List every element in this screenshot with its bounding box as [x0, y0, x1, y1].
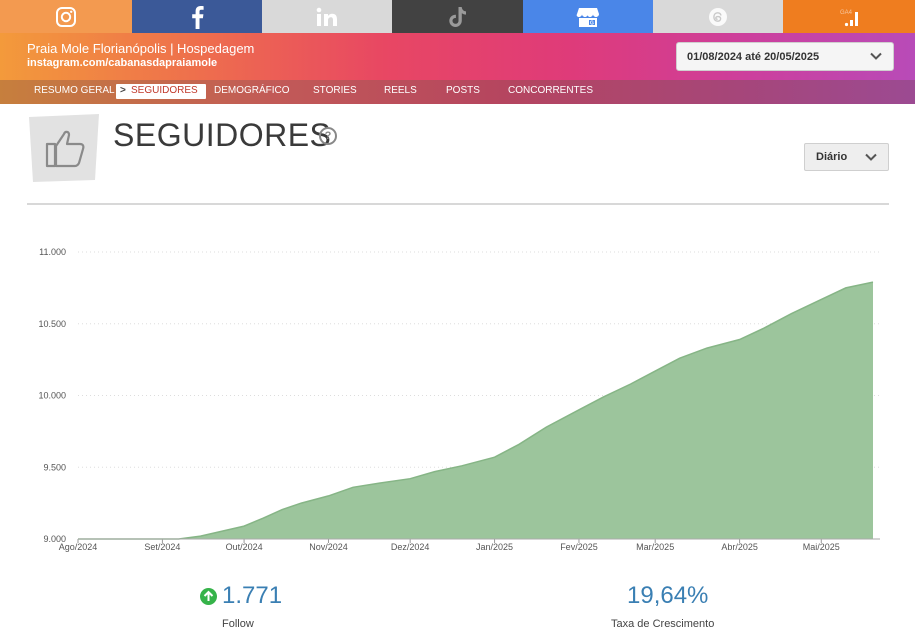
- date-range-select[interactable]: 01/08/2024 até 20/05/2025: [676, 42, 894, 71]
- nav-item-posts[interactable]: POSTS: [446, 85, 480, 96]
- thumbs-up-icon: [29, 114, 99, 182]
- tab-google-my-business[interactable]: G: [523, 0, 653, 33]
- followers-area-chart: 11.000 10.500 10.000 9.500 9.000 Ago/2024 Set…: [38, 247, 880, 552]
- tab-linkedin[interactable]: [262, 0, 392, 33]
- profile-name: Praia Mole Florianópolis | Hospedagem: [27, 41, 255, 56]
- y-tick-label: 9.500: [43, 462, 66, 472]
- y-tick-label: 10.500: [38, 319, 66, 329]
- growth-rate-value: 19,64%: [627, 582, 709, 609]
- period-value: Diário: [816, 151, 848, 163]
- page-title: SEGUIDORES: [113, 117, 332, 153]
- help-icon[interactable]: ?: [319, 127, 337, 145]
- y-tick-label: 9.000: [43, 534, 66, 544]
- y-tick-label: 11.000: [39, 247, 66, 257]
- x-tick-label: Set/2024: [144, 542, 180, 552]
- tab-google-analytics[interactable]: GA4: [783, 0, 915, 33]
- arrow-right-icon: >: [120, 85, 126, 96]
- x-tick-label: Abr/2025: [721, 542, 758, 552]
- x-tick-label: Ago/2024: [59, 542, 98, 552]
- nav-item-reels[interactable]: REELS: [384, 85, 417, 96]
- tab-tiktok[interactable]: [392, 0, 523, 33]
- nav-item-seguidores-label: SEGUIDORES: [131, 85, 198, 96]
- linkedin-icon: [316, 7, 337, 26]
- chevron-down-icon: [865, 153, 877, 161]
- profile-header: Praia Mole Florianópolis | Hospedagem in…: [0, 33, 915, 80]
- follow-count-label: Follow: [222, 618, 254, 630]
- svg-text:GA4: GA4: [840, 10, 853, 16]
- analytics-icon: GA4: [840, 10, 858, 26]
- nav-item-seguidores[interactable]: > SEGUIDORES: [116, 84, 206, 99]
- x-axis: Ago/2024 Set/2024 Out/2024 Nov/2024 Dez/2024…: [59, 538, 880, 552]
- section-nav: RESUMO GERAL > SEGUIDORES DEMOGRÁFICO STO…: [0, 80, 915, 104]
- facebook-icon: [192, 5, 204, 29]
- date-range-value: 01/08/2024 até 20/05/2025: [687, 51, 820, 63]
- y-tick-label: 10.000: [38, 391, 66, 401]
- profile-url[interactable]: instagram.com/cabanasdapraiamole: [27, 57, 218, 69]
- y-axis: 11.000 10.500 10.000 9.500 9.000: [38, 247, 66, 544]
- x-tick-label: Jan/2025: [476, 542, 513, 552]
- tab-threads[interactable]: [653, 0, 783, 33]
- instagram-icon: [56, 6, 76, 27]
- tab-instagram[interactable]: [0, 0, 132, 33]
- nav-item-concorrentes[interactable]: CONCORRENTES: [508, 85, 594, 96]
- follow-count-value: 1.771: [222, 582, 283, 609]
- nav-item-stories[interactable]: STORIES: [313, 85, 357, 96]
- x-tick-label: Mar/2025: [636, 542, 674, 552]
- tiktok-icon: [448, 6, 466, 27]
- nav-item-resumo-geral[interactable]: RESUMO GERAL: [34, 85, 115, 96]
- x-tick-label: Dez/2024: [391, 542, 430, 552]
- x-tick-label: Out/2024: [226, 542, 263, 552]
- x-tick-label: Fev/2025: [560, 542, 598, 552]
- x-tick-label: Mai/2025: [803, 542, 840, 552]
- section-divider: [27, 203, 889, 205]
- tab-facebook[interactable]: [132, 0, 262, 33]
- followers-line: [78, 281, 874, 540]
- followers-area: [78, 282, 873, 539]
- x-tick-label: Nov/2024: [309, 542, 348, 552]
- nav-item-demografico[interactable]: DEMOGRÁFICO: [214, 85, 290, 96]
- store-icon: G: [576, 7, 599, 27]
- chevron-down-icon: [870, 52, 882, 60]
- svg-text:G: G: [590, 20, 594, 26]
- social-network-bar: G GA4: [0, 0, 915, 33]
- threads-icon: [709, 7, 727, 26]
- arrow-up-icon: [200, 588, 217, 605]
- growth-rate-label: Taxa de Crescimento: [611, 618, 715, 630]
- period-select[interactable]: Diário: [804, 143, 889, 171]
